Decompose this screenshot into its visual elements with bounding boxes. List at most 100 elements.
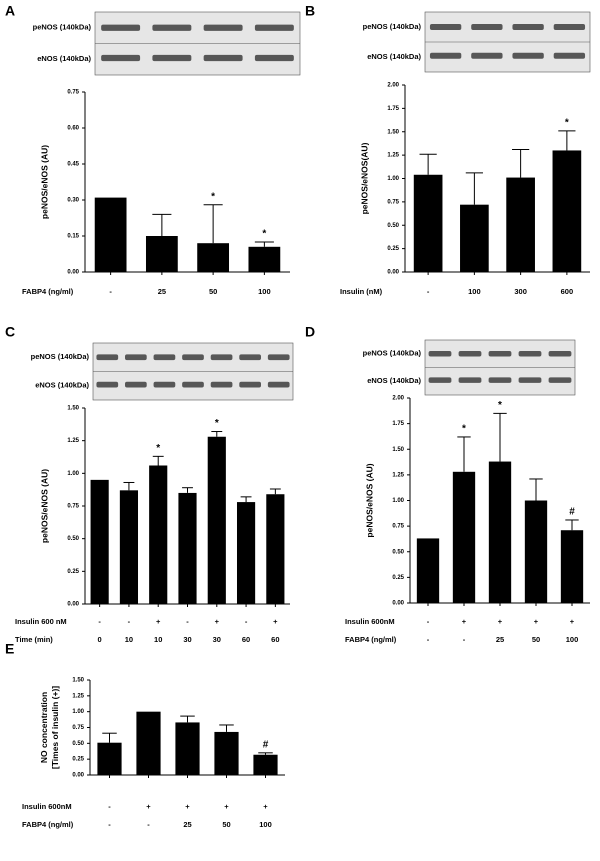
y-tick-label: 0.50 bbox=[72, 741, 84, 747]
x-row-value: - bbox=[108, 802, 111, 811]
blot-band bbox=[96, 354, 119, 361]
x-row-value: - bbox=[109, 287, 112, 296]
blot-band bbox=[182, 381, 204, 388]
x-row-value: 25 bbox=[183, 820, 191, 829]
panel-letter: C bbox=[5, 324, 15, 340]
bar bbox=[524, 500, 548, 603]
blot-label: eNOS (140kDa) bbox=[367, 376, 421, 385]
bar bbox=[119, 490, 139, 604]
bar bbox=[136, 711, 161, 775]
y-tick-label: 1.25 bbox=[67, 438, 79, 444]
significance-mark: * bbox=[215, 418, 219, 429]
x-row-label: Insulin 600nM bbox=[345, 617, 395, 626]
y-axis-label: peNOS/eNOS(AU) bbox=[359, 142, 369, 214]
y-tick-label: 0.45 bbox=[67, 162, 79, 168]
y-axis-label: peNOS/eNOS (AU) bbox=[39, 145, 49, 219]
x-row-label: Insulin 600nM bbox=[22, 802, 72, 811]
blot-band bbox=[471, 24, 503, 30]
blot-band bbox=[101, 54, 141, 62]
bar bbox=[236, 502, 256, 604]
bar bbox=[253, 754, 278, 775]
bar bbox=[178, 492, 197, 604]
blot-band bbox=[518, 351, 542, 357]
blot-band bbox=[239, 381, 261, 388]
x-row-value: - bbox=[147, 820, 150, 829]
y-tick-label: 0.25 bbox=[72, 757, 84, 763]
x-row-value: 30 bbox=[183, 635, 191, 644]
x-row-value: - bbox=[98, 617, 101, 626]
significance-mark: * bbox=[565, 117, 569, 128]
x-row-label: Time (min) bbox=[15, 635, 53, 644]
y-tick-label: 0.25 bbox=[387, 246, 399, 252]
y-tick-label: 0.75 bbox=[72, 725, 84, 731]
x-row-value: 300 bbox=[514, 287, 527, 296]
bar bbox=[214, 731, 239, 775]
blot-band bbox=[548, 351, 572, 357]
y-label-line: peNOS/eNOS (AU) bbox=[39, 145, 49, 219]
significance-mark: * bbox=[156, 443, 160, 454]
x-row-value: 50 bbox=[532, 635, 540, 644]
y-tick-label: 0.75 bbox=[67, 504, 79, 510]
blot-band bbox=[153, 354, 176, 361]
y-tick-label: 0.75 bbox=[387, 199, 399, 205]
y-label-line: NO concentration bbox=[39, 692, 49, 763]
y-tick-label: 1.75 bbox=[392, 421, 404, 427]
y-tick-label: 0.30 bbox=[67, 198, 79, 204]
x-row-value: 25 bbox=[158, 287, 166, 296]
blot-band bbox=[488, 351, 512, 357]
bar bbox=[145, 236, 178, 272]
y-tick-label: 0.25 bbox=[392, 575, 404, 581]
x-row-value: 10 bbox=[154, 635, 162, 644]
bar bbox=[460, 204, 489, 272]
x-row-value: - bbox=[186, 617, 189, 626]
blot-band bbox=[125, 381, 147, 388]
bar bbox=[266, 494, 285, 604]
blot-band bbox=[210, 354, 233, 361]
x-row-value: + bbox=[570, 617, 575, 626]
x-row-label: FABP4 (ng/ml) bbox=[345, 635, 397, 644]
blot-band bbox=[429, 24, 462, 30]
y-tick-label: 1.50 bbox=[67, 406, 79, 412]
blot-band bbox=[210, 381, 233, 388]
blot-band bbox=[458, 377, 482, 383]
x-row-label: FABP4 (ng/ml) bbox=[22, 287, 74, 296]
blot-band bbox=[153, 381, 176, 388]
blot-label: peNOS (140kDa) bbox=[363, 22, 422, 31]
blot-band bbox=[458, 351, 482, 357]
panel-letter: B bbox=[305, 3, 315, 19]
x-row-value: - bbox=[427, 287, 430, 296]
blot-band bbox=[254, 54, 294, 62]
x-row-value: 100 bbox=[259, 820, 272, 829]
panel-letter: D bbox=[305, 324, 315, 340]
y-axis-label: peNOS/eNOS (AU) bbox=[364, 463, 374, 537]
blot-band bbox=[203, 54, 243, 62]
x-row-label: Insulin (nM) bbox=[340, 287, 383, 296]
blot-band bbox=[553, 24, 586, 30]
blot-band bbox=[548, 377, 572, 383]
x-row-value: 10 bbox=[125, 635, 133, 644]
x-row-value: 600 bbox=[561, 287, 574, 296]
y-tick-label: 0.50 bbox=[67, 536, 79, 542]
bar bbox=[90, 479, 109, 604]
y-tick-label: 1.00 bbox=[387, 176, 399, 182]
y-tick-label: 0.15 bbox=[67, 234, 79, 240]
y-tick-label: 1.00 bbox=[72, 709, 84, 715]
x-row-value: + bbox=[462, 617, 467, 626]
y-tick-label: 1.25 bbox=[72, 693, 84, 699]
blot-band bbox=[553, 52, 586, 59]
y-label-line: peNOS/eNOS(AU) bbox=[359, 142, 369, 214]
bar bbox=[413, 174, 443, 272]
blot-band bbox=[125, 354, 147, 361]
y-tick-label: 2.00 bbox=[387, 83, 399, 89]
bar bbox=[452, 471, 476, 603]
y-tick-label: 1.75 bbox=[387, 106, 399, 112]
x-row-value: 100 bbox=[566, 635, 579, 644]
y-label-line: peNOS/eNOS (AU) bbox=[39, 469, 49, 543]
panel-letter: A bbox=[5, 3, 15, 19]
y-tick-label: 0.00 bbox=[387, 270, 399, 276]
bar bbox=[149, 465, 168, 604]
bar bbox=[97, 742, 122, 775]
x-row-value: 100 bbox=[258, 287, 271, 296]
blot-band bbox=[254, 24, 294, 31]
blot-band bbox=[267, 381, 290, 388]
